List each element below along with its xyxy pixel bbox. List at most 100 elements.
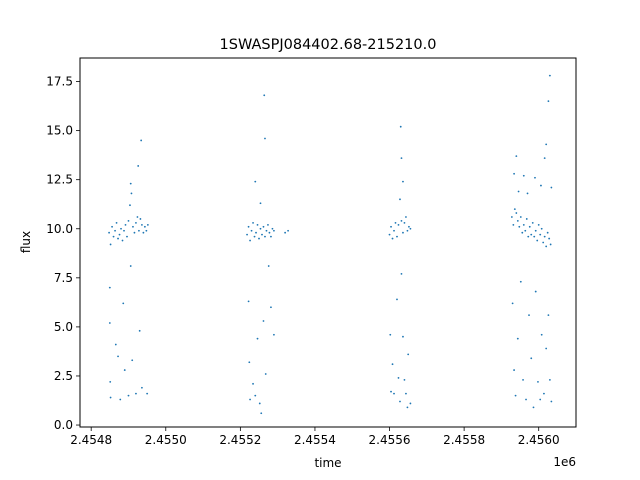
data-point: [519, 216, 522, 218]
data-point: [129, 182, 132, 185]
x-tick-label: 2.4550: [145, 433, 187, 447]
data-point: [396, 235, 398, 238]
data-point: [248, 361, 251, 364]
data-point: [260, 412, 263, 415]
data-point: [540, 227, 543, 230]
data-point: [258, 237, 260, 240]
data-point: [124, 223, 127, 226]
data-point: [129, 204, 131, 207]
data-point: [397, 377, 400, 379]
data-point: [537, 380, 539, 383]
data-point: [534, 229, 537, 232]
data-point: [408, 225, 410, 228]
data-point: [543, 392, 545, 395]
data-point: [513, 208, 516, 211]
data-point: [252, 382, 254, 385]
data-point: [402, 335, 404, 338]
data-point: [512, 223, 515, 226]
data-point: [109, 380, 112, 383]
data-point: [129, 265, 132, 267]
data-point: [137, 165, 140, 167]
data-point: [405, 392, 407, 395]
data-point: [390, 390, 392, 393]
data-point: [524, 229, 527, 232]
data-point: [391, 237, 394, 240]
data-point: [533, 235, 536, 238]
data-point: [270, 235, 272, 238]
data-point: [393, 229, 395, 232]
data-point: [549, 243, 552, 246]
data-point: [120, 227, 122, 230]
data-point: [525, 398, 527, 401]
data-point: [400, 157, 403, 160]
plot-area: [79, 57, 577, 428]
data-point: [545, 143, 548, 146]
data-point: [402, 180, 404, 183]
data-point: [114, 229, 116, 232]
x-tick-label: 2.4554: [294, 433, 336, 447]
data-point: [548, 74, 551, 77]
data-point: [547, 100, 550, 103]
data-point: [270, 306, 272, 309]
data-point: [145, 229, 148, 232]
data-point: [545, 245, 548, 248]
data-point: [528, 225, 531, 228]
y-tick-label: 10.0: [46, 222, 73, 236]
data-point: [510, 216, 513, 218]
data-point: [391, 363, 394, 366]
y-tick-label: 2.5: [54, 369, 73, 383]
data-point: [543, 235, 546, 238]
data-point: [513, 369, 515, 371]
data-point: [265, 229, 268, 232]
data-point: [136, 216, 139, 218]
data-point: [121, 239, 124, 242]
data-point: [259, 202, 262, 205]
data-point: [262, 320, 265, 322]
data-point: [539, 398, 542, 401]
x-tick-label: 2.4560: [518, 433, 560, 447]
x-axis-offset-label: 1e6: [553, 455, 576, 469]
data-point: [548, 378, 551, 381]
data-point: [522, 378, 524, 381]
data-point: [530, 233, 533, 236]
data-point: [396, 298, 398, 301]
data-point: [254, 180, 257, 183]
data-point: [256, 337, 259, 340]
data-point: [135, 392, 137, 395]
data-point: [123, 229, 125, 232]
data-point: [127, 220, 130, 222]
data-point: [140, 139, 143, 142]
data-point: [528, 314, 530, 317]
data-point: [141, 386, 143, 389]
data-point: [403, 378, 406, 381]
data-point: [108, 286, 111, 289]
data-point: [540, 333, 543, 336]
data-point: [530, 357, 533, 360]
data-point: [545, 347, 548, 350]
data-point: [521, 231, 524, 234]
data-point: [531, 221, 534, 224]
y-axis-ticks: 0.0 2.5 5.0 7.5 10.0 12.5 15.0 17.5: [46, 75, 80, 432]
data-point: [139, 218, 142, 220]
data-point: [516, 337, 519, 340]
data-point: [515, 155, 518, 158]
data-point: [114, 343, 117, 346]
data-point: [255, 231, 257, 234]
chart-title: 1SWASPJ084402.68-215210.0: [220, 37, 437, 53]
data-point: [515, 212, 518, 214]
data-point: [399, 400, 401, 403]
y-tick-label: 12.5: [46, 173, 73, 187]
x-tick-label: 2.4556: [369, 433, 411, 447]
data-point: [261, 233, 263, 236]
data-point: [400, 273, 403, 275]
data-point: [138, 329, 141, 332]
data-point: [517, 190, 520, 193]
data-point: [397, 223, 400, 226]
y-tick-label: 5.0: [54, 320, 73, 334]
data-point: [249, 398, 251, 401]
x-tick-label: 2.4548: [70, 433, 112, 447]
data-point: [112, 235, 115, 238]
data-point: [249, 239, 251, 242]
data-point: [388, 233, 391, 236]
